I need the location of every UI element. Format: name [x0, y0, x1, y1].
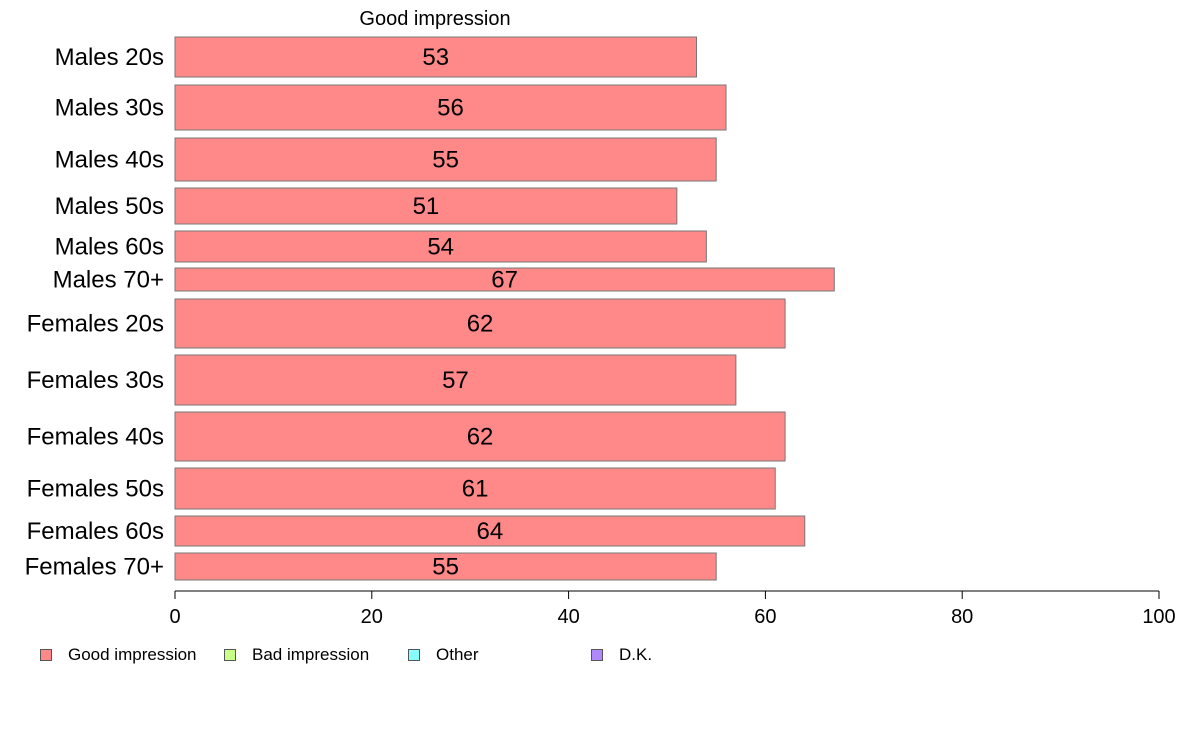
category-label: Males 50s — [55, 193, 164, 220]
legend-item-good: Good impression — [40, 640, 197, 670]
bar-females-40s — [174, 411, 786, 462]
bar-males-40s — [174, 137, 717, 182]
bar-females-30s — [174, 354, 737, 406]
legend-swatch-dk — [591, 649, 603, 661]
x-tick-label: 0 — [169, 606, 180, 628]
legend-item-other: Other — [408, 640, 479, 670]
x-axis: 0 20 40 60 80 100 — [169, 590, 1176, 628]
legend-swatch-good — [40, 649, 52, 661]
legend-swatch-bad — [224, 649, 236, 661]
category-label: Females 30s — [27, 367, 164, 394]
legend-swatch-other — [408, 649, 420, 661]
bar-value-label: 64 — [477, 518, 504, 545]
bar-females-20s — [174, 298, 786, 349]
bar-value-label: 54 — [427, 234, 454, 261]
category-label: Females 60s — [27, 518, 164, 545]
bar-value-label: 56 — [437, 95, 464, 122]
bar-males-50s — [174, 187, 678, 225]
x-tick-label: 40 — [557, 606, 579, 628]
category-label: Females 70+ — [25, 554, 164, 581]
category-label: Females 20s — [27, 311, 164, 338]
bar-value-label: 62 — [467, 311, 494, 338]
bar-males-60s — [174, 230, 707, 263]
category-label: Males 30s — [55, 95, 164, 122]
legend-label-other: Other — [436, 645, 479, 664]
legend-item-dk: D.K. — [591, 640, 652, 670]
bar-value-label: 62 — [467, 424, 494, 451]
category-label: Males 20s — [55, 44, 164, 71]
bar-value-label: 61 — [462, 476, 489, 503]
legend: Good impression Bad impression Other D.K… — [0, 640, 1188, 670]
x-tick-label: 20 — [361, 606, 383, 628]
legend-label-bad: Bad impression — [252, 645, 370, 664]
bar-value-label: 51 — [413, 193, 440, 220]
bar-value-label: 55 — [432, 554, 459, 581]
category-label: Males 40s — [55, 147, 164, 174]
bar-value-label: 67 — [491, 267, 518, 294]
bar-females-50s — [174, 467, 776, 510]
bar-males-70- — [174, 267, 835, 292]
bar-value-label: 55 — [432, 147, 459, 174]
category-label: Males 60s — [55, 234, 164, 261]
legend-item-bad: Bad impression — [224, 640, 369, 670]
category-labels: Males 20s Males 30s Males 40s Males 50s Male… — [25, 44, 164, 581]
bars-group — [174, 36, 835, 581]
x-tick-label: 100 — [1142, 606, 1175, 628]
legend-label-dk: D.K. — [619, 645, 653, 664]
bar-females-60s — [174, 515, 806, 547]
bar-males-30s — [174, 84, 727, 131]
category-label: Males 70+ — [53, 267, 164, 294]
bar-value-label: 53 — [422, 44, 449, 71]
bar-females-70- — [174, 552, 717, 581]
bar-value-label: 57 — [442, 367, 469, 394]
bar-males-20s — [174, 36, 698, 78]
legend-label-good: Good impression — [68, 645, 197, 664]
category-label: Females 40s — [27, 424, 164, 451]
chart-title: Good impression — [359, 8, 510, 30]
x-tick-label: 60 — [754, 606, 776, 628]
data-labels: 53 56 55 51 54 67 62 57 62 61 64 55 — [413, 44, 518, 581]
x-tick-label: 80 — [951, 606, 973, 628]
category-label: Females 50s — [27, 476, 164, 503]
